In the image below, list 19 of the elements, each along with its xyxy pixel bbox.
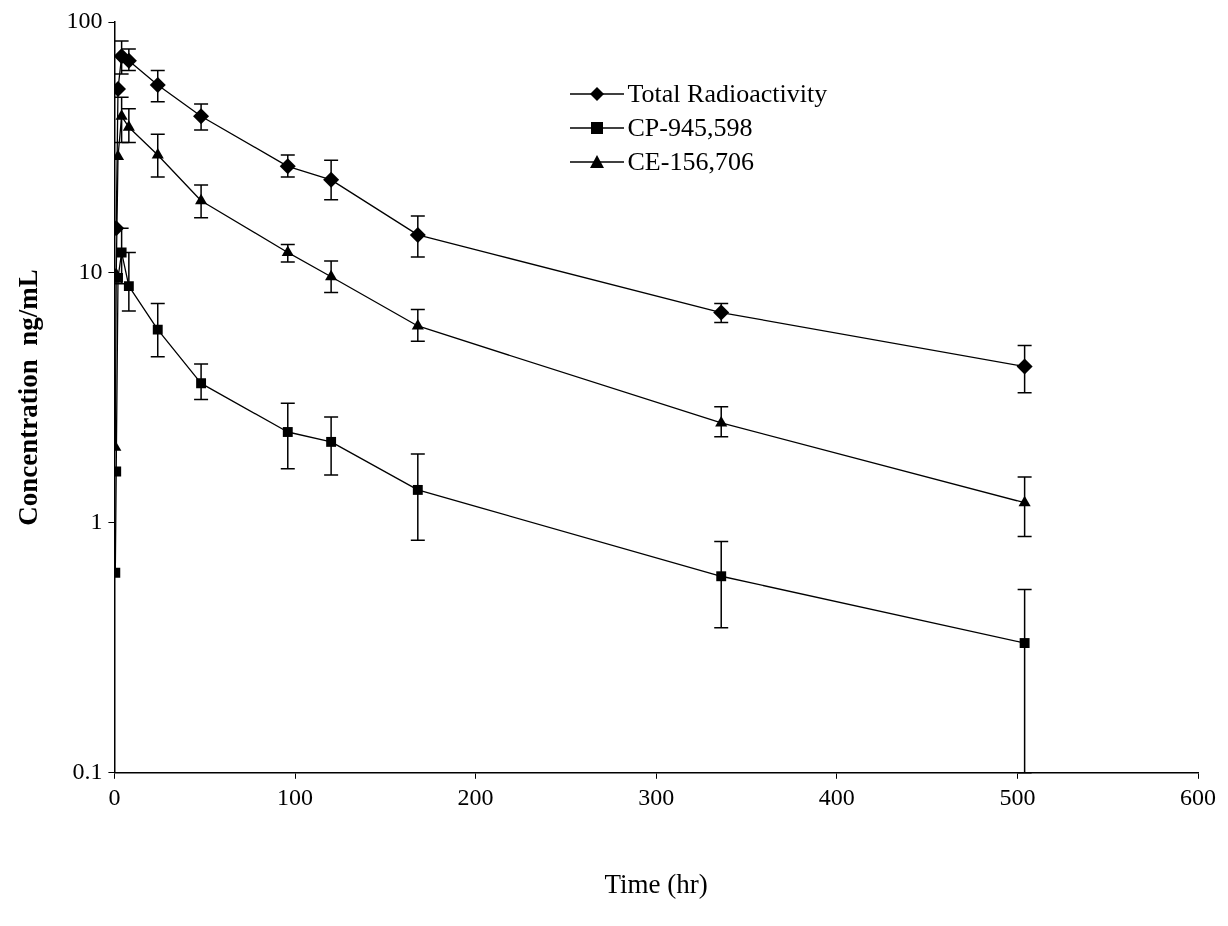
y-tick-label: 100: [66, 7, 103, 34]
x-tick-label: 500: [999, 784, 1036, 811]
y-tick-label: 1: [90, 507, 103, 534]
x-tick-label: 200: [457, 784, 494, 811]
y-tick-label: 0.1: [72, 758, 103, 785]
x-tick-label: 0: [108, 784, 121, 811]
y-axis-title: Concentration ng/mL: [13, 269, 44, 526]
y-tick-label: 10: [78, 257, 103, 284]
x-tick-label: 600: [1180, 784, 1216, 811]
x-tick-label: 400: [818, 784, 855, 811]
legend-label: CP-945,598: [627, 112, 753, 144]
x-tick-label: 100: [277, 784, 313, 811]
x-axis-title: Time (hr): [604, 868, 708, 899]
point: [152, 324, 163, 335]
point: [1019, 638, 1030, 648]
legend-label: CE-156,706: [627, 146, 754, 178]
legend-label: Total Radioactivity: [627, 78, 828, 110]
x-tick-label: 300: [638, 784, 675, 811]
point: [151, 148, 164, 159]
